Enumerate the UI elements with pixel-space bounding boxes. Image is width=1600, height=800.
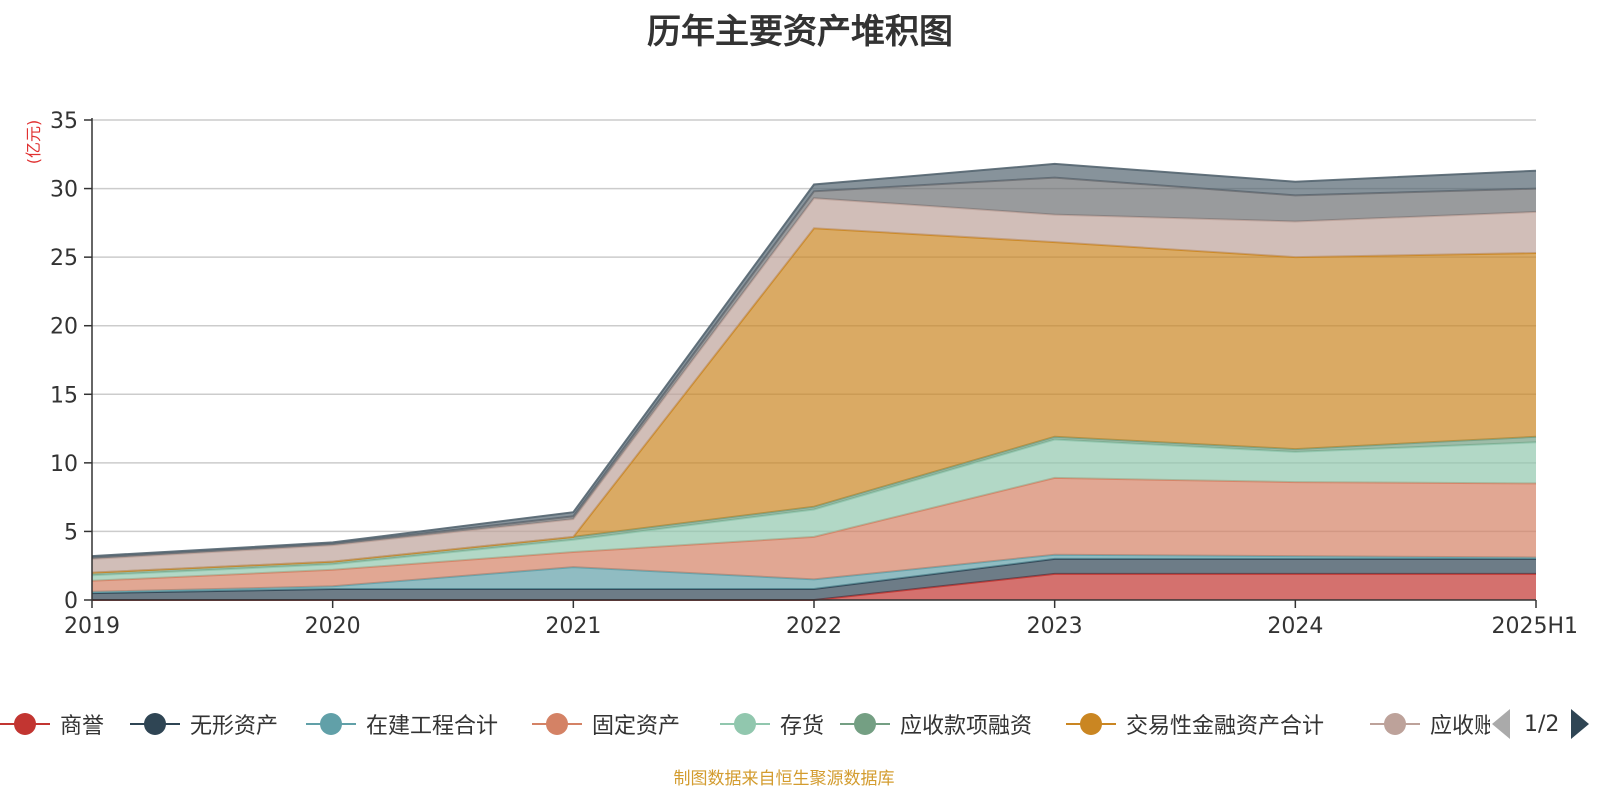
area-series-2 <box>92 554 1536 594</box>
legend-symbol <box>532 704 582 744</box>
legend-symbol <box>0 704 50 744</box>
legend-prev-arrow-icon[interactable] <box>1492 709 1510 739</box>
x-tick-label: 2023 <box>1027 614 1083 639</box>
legend-label: 无形资产 <box>190 714 279 739</box>
y-tick-label: 30 <box>50 178 78 203</box>
x-tick-label: 2020 <box>305 614 361 639</box>
legend-item[interactable]: 商誉 <box>0 704 104 744</box>
legend-next-arrow-icon[interactable] <box>1571 709 1590 739</box>
stacked-area-chart: 0 5 10 15 20 25 30 35 2019 2020 2021 2022 2023 2024 20… <box>50 109 1578 639</box>
y-tick-label: 15 <box>50 383 78 408</box>
legend-item[interactable]: 固定资产 <box>532 704 680 744</box>
area-series-3 <box>92 477 1536 592</box>
legend-label: 在建工程合计 <box>366 714 499 739</box>
legend-label: 存货 <box>780 714 825 739</box>
y-tick-label: 20 <box>50 315 78 340</box>
legend-label: 应收账款 <box>1430 714 1490 739</box>
y-tick-label: 5 <box>64 520 78 545</box>
legend-item-clipped[interactable]: 应收账款 <box>1370 704 1490 744</box>
x-tick-label: 2022 <box>786 614 842 639</box>
legend-item[interactable]: 应收款项融资 <box>840 704 1032 744</box>
area-series-line-9 <box>91 162 1537 558</box>
legend-label: 应收款项融资 <box>900 714 1033 739</box>
x-tick-label: 2019 <box>64 614 120 639</box>
chart-legend: 商誉 无形资产 在建工程合计 固定资产 存货 应收款项融资 交易性金融资产合计 应收账款 1/2 <box>0 704 1600 744</box>
legend-page-indicator: 1/2 <box>1524 711 1560 737</box>
legend-item[interactable]: 在建工程合计 <box>306 704 498 744</box>
x-tick-label: 2021 <box>545 614 601 639</box>
y-tick-label: 0 <box>64 589 78 614</box>
area-series-7 <box>92 198 1536 573</box>
y-tick-label: 25 <box>50 246 78 271</box>
area-series-6 <box>92 228 1536 573</box>
x-tick-label: 2025H1 <box>1491 614 1578 639</box>
legend-item[interactable]: 存货 <box>720 704 824 744</box>
legend-item[interactable]: 交易性金融资产合计 <box>1066 704 1324 744</box>
y-tick-label: 10 <box>50 452 78 477</box>
legend-symbol <box>306 704 356 744</box>
y-tick-label: 35 <box>50 109 78 134</box>
legend-label: 商誉 <box>60 714 105 739</box>
legend-item[interactable]: 无形资产 <box>130 704 278 744</box>
legend-pager: 1/2 <box>1490 704 1590 744</box>
area-series-8 <box>92 177 1536 559</box>
legend-symbol <box>1370 704 1420 744</box>
legend-symbol <box>1066 704 1116 744</box>
legend-symbol <box>130 704 180 744</box>
chart-title: 历年主要资产堆积图 <box>647 12 953 52</box>
legend-symbol <box>720 704 770 744</box>
data-source-note: 制图数据来自恒生聚源数据库 <box>673 769 895 789</box>
legend-symbol <box>840 704 890 744</box>
legend-label: 固定资产 <box>592 714 681 739</box>
x-tick-label: 2024 <box>1267 614 1323 639</box>
legend-label: 交易性金融资产合计 <box>1126 714 1325 739</box>
area-series-0 <box>92 573 1536 600</box>
